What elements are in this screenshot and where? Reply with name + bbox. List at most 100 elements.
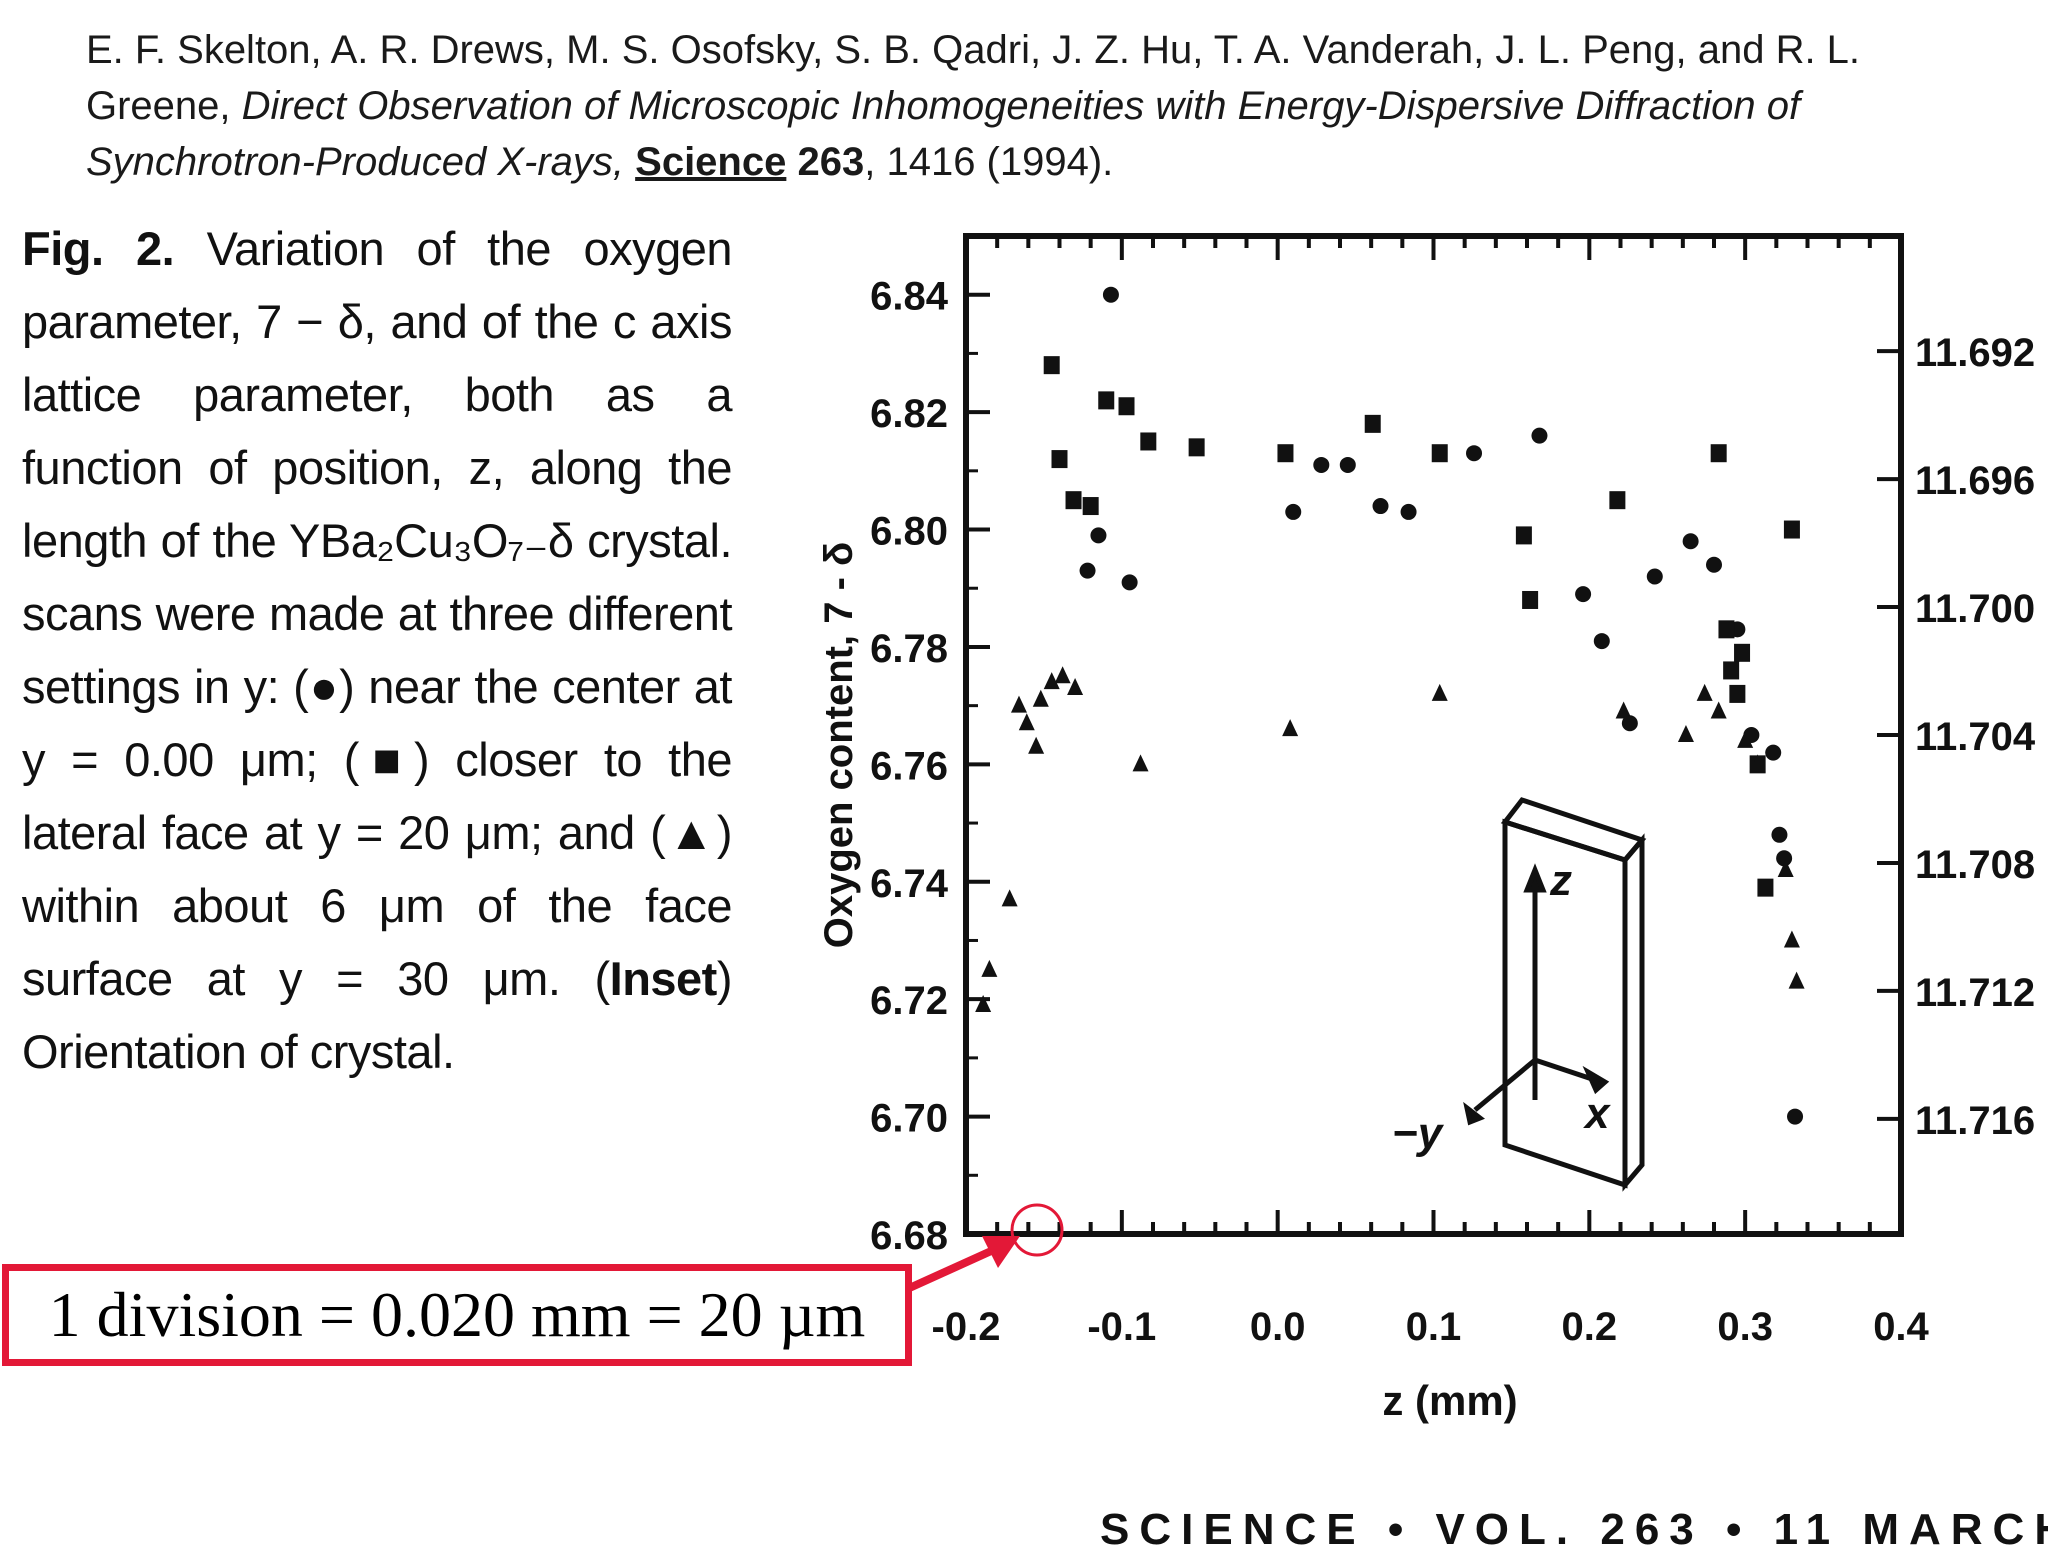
circle-point xyxy=(1090,527,1107,544)
y-tick-label: 6.70 xyxy=(870,1097,948,1141)
scale-arrow-line xyxy=(903,1243,1002,1294)
triangle-point xyxy=(1282,719,1299,737)
triangle-point xyxy=(1777,860,1794,878)
square-point xyxy=(1723,661,1740,680)
citation-journal: Science xyxy=(635,140,787,184)
circle-point xyxy=(1285,503,1302,520)
square-point xyxy=(1188,438,1205,457)
caption-text-end: ) Orientation of crystal. xyxy=(22,952,733,1078)
y2-tick-label: 11.704 xyxy=(1915,715,2036,759)
citation-volume: 263 xyxy=(797,140,865,184)
y-axis-arrow xyxy=(1473,1058,1537,1112)
square-point xyxy=(1515,526,1532,545)
square-point xyxy=(1757,878,1774,897)
x-tick-labels: -0.2 -0.1 0.0 0.1 0.2 0.3 0.4 xyxy=(932,1305,1930,1349)
y-tick-labels: 6.68 6.70 6.72 6.74 6.76 6.78 6.80 6.82 6.84 xyxy=(870,275,949,1258)
citation: E. F. Skelton, A. R. Drews, M. S. Osofsk… xyxy=(86,22,2006,190)
circle-point xyxy=(1121,574,1138,591)
y-tick-label: 6.74 xyxy=(870,862,949,906)
y-tick-label: 6.82 xyxy=(870,392,948,436)
square-point xyxy=(1783,520,1800,539)
citation-pages-year: , 1416 (1994). xyxy=(864,140,1114,184)
x-tick-label: 0.1 xyxy=(1406,1305,1462,1349)
triangle-point xyxy=(1737,730,1754,748)
triangle-point xyxy=(975,995,992,1013)
y-tick-label: 6.80 xyxy=(870,510,948,554)
square-point xyxy=(1065,491,1082,510)
circle-point xyxy=(1575,586,1592,603)
triangle-point xyxy=(1788,971,1805,989)
y-tick-label: 6.78 xyxy=(870,627,948,671)
y-tick-label: 6.72 xyxy=(870,979,948,1023)
square-point xyxy=(1098,391,1115,410)
square-point xyxy=(1277,444,1294,463)
triangle-point xyxy=(1054,666,1071,684)
circle-point xyxy=(1531,427,1548,444)
circle-point xyxy=(1313,456,1330,473)
circle-point xyxy=(1771,826,1788,843)
scale-annotation-box: 1 division = 0.020 mm = 20 µm xyxy=(2,1264,912,1366)
square-point xyxy=(1710,444,1727,463)
triangle-point xyxy=(1028,736,1045,754)
triangle-point xyxy=(1067,678,1084,696)
x-tick-label: 0.3 xyxy=(1717,1305,1773,1349)
crystal-side-face xyxy=(1622,833,1645,1192)
data-points xyxy=(975,286,1805,1125)
circle-point xyxy=(1706,556,1722,573)
caption-fig-label: Fig. 2. xyxy=(22,222,175,275)
triangle-point xyxy=(1696,683,1713,701)
y2-tick-label: 11.700 xyxy=(1915,587,2035,631)
triangle-point xyxy=(981,959,998,977)
scale-arrowhead xyxy=(982,1236,1020,1268)
square-point xyxy=(1043,356,1060,375)
x-tick-label: -0.1 xyxy=(1087,1305,1156,1349)
y2-tick-label: 11.708 xyxy=(1915,843,2035,887)
circle-point xyxy=(1776,850,1793,867)
triangle-point xyxy=(1783,930,1800,948)
square-point xyxy=(1118,397,1135,416)
triangle-point xyxy=(1749,754,1766,772)
square-point xyxy=(1609,491,1626,510)
circle-point xyxy=(1682,533,1699,550)
figure-caption: Fig. 2. Variation of the oxygen paramete… xyxy=(22,212,733,1088)
square-point xyxy=(1718,620,1735,639)
triangle-point xyxy=(1032,689,1049,707)
square-point xyxy=(1431,444,1448,463)
y-tick-label: 6.68 xyxy=(870,1214,948,1258)
square-point xyxy=(1051,450,1068,469)
triangle-point xyxy=(1677,725,1694,742)
crystal-top-face xyxy=(1500,797,1647,863)
square-point xyxy=(1140,432,1157,451)
square-point xyxy=(1729,684,1746,703)
x-arrowhead xyxy=(1582,1065,1610,1095)
page-footer: SCIENCE • VOL. 263 • 11 MARCH 199 xyxy=(1100,1505,2048,1545)
circle-point xyxy=(1102,286,1119,303)
x-tick-label: 0.2 xyxy=(1562,1305,1618,1349)
circle-point xyxy=(1787,1108,1804,1125)
inset-y-label: −y xyxy=(1392,1109,1445,1158)
x-axis-arrow xyxy=(1534,1057,1596,1083)
square-point xyxy=(1364,414,1381,433)
circle-point xyxy=(1466,445,1483,462)
square-point xyxy=(1522,590,1539,609)
scale-note: 1 division = 0.020 mm = 20 µm xyxy=(48,1279,866,1350)
square-point xyxy=(1082,497,1099,516)
triangle-point xyxy=(1615,701,1632,719)
circle-point xyxy=(1079,562,1096,579)
citation-authors: E. F. Skelton, A. R. Drews, M. S. Osofsk… xyxy=(86,28,1861,128)
square-point xyxy=(1734,643,1751,662)
y-tick-label: 6.76 xyxy=(870,744,948,788)
y2-tick-label: 11.696 xyxy=(1915,459,2035,503)
citation-title: Direct Observation of Microscopic Inhomo… xyxy=(86,84,1801,184)
circle-point xyxy=(1339,456,1356,473)
x-axis-label: z (mm) xyxy=(1382,1377,1517,1424)
triangle-point xyxy=(1043,672,1060,690)
y2-tick-label: 11.712 xyxy=(1915,971,2035,1015)
triangle-point xyxy=(1001,889,1018,907)
circle-point xyxy=(1646,568,1663,585)
circle-point xyxy=(1400,503,1417,520)
x-tick-label: 0.4 xyxy=(1873,1305,1929,1349)
z-arrowhead xyxy=(1523,863,1547,893)
circle-point xyxy=(1621,715,1638,732)
x-tick-label: 0.0 xyxy=(1250,1305,1306,1349)
